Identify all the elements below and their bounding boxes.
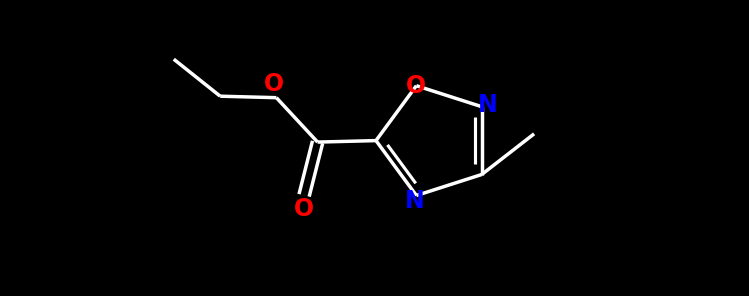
Text: O: O [406,74,426,98]
Text: O: O [264,72,284,96]
Text: N: N [405,189,425,213]
Text: O: O [294,197,314,221]
Text: N: N [478,93,497,117]
